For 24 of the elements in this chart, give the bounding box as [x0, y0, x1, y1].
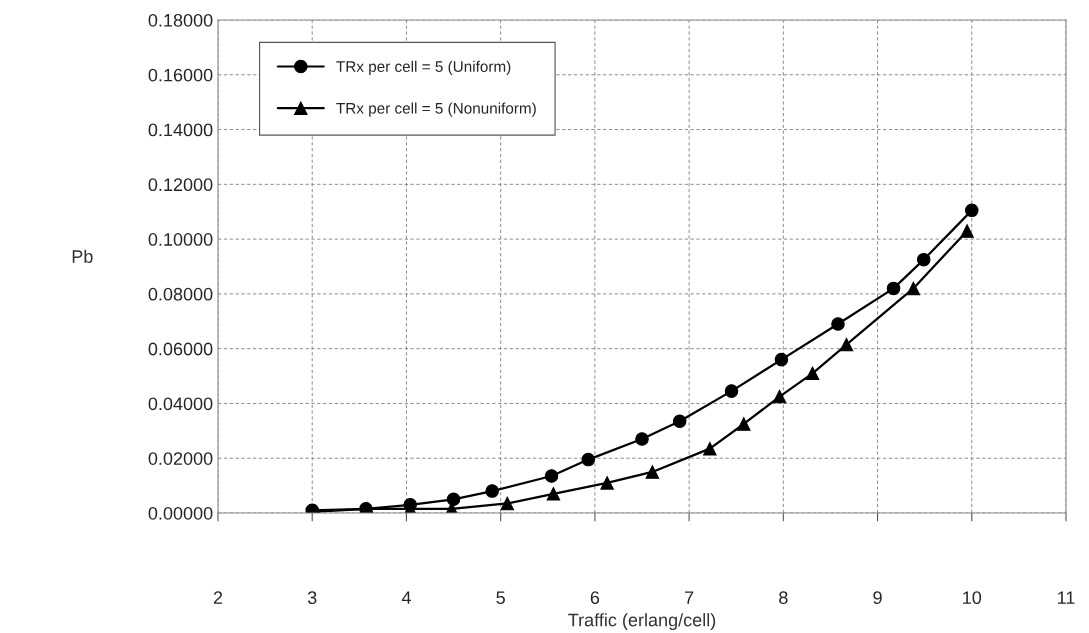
y-tick-label: 0.10000	[148, 233, 213, 246]
y-tick-label: 0.00000	[148, 506, 213, 520]
y-tick-label: 0.08000	[148, 287, 213, 301]
x-tick-label: 4	[401, 591, 411, 604]
y-tick-label: 0.02000	[148, 452, 213, 465]
x-tick-label: 9	[873, 591, 882, 605]
y-tick-label: 0.12000	[148, 178, 213, 192]
x-tick-label: 10	[963, 591, 982, 605]
y-axis-title: Pb	[72, 249, 93, 263]
x-tick-label: 11	[1058, 591, 1075, 604]
x-tick-label: 7	[685, 591, 694, 604]
x-tick-label: 8	[779, 591, 788, 605]
x-tick-label: 2	[213, 591, 223, 604]
legend-label: TRx per cell = 5 (Uniform)	[336, 60, 511, 75]
y-tick-label: 0.18000	[148, 13, 213, 27]
x-tick-label: 3	[307, 591, 317, 605]
y-tick-label: 0.14000	[148, 123, 213, 137]
y-tick-label: 0.06000	[148, 342, 213, 356]
y-tick-label: 0.04000	[148, 397, 213, 411]
x-axis-title: Traffic (erlang/cell)	[568, 613, 716, 630]
x-tick-label: 6	[590, 591, 600, 605]
legend-label: TRx per cell = 5 (Nonuniform)	[336, 102, 536, 117]
y-tick-label: 0.16000	[148, 68, 213, 82]
x-tick-label: 5	[496, 591, 505, 605]
